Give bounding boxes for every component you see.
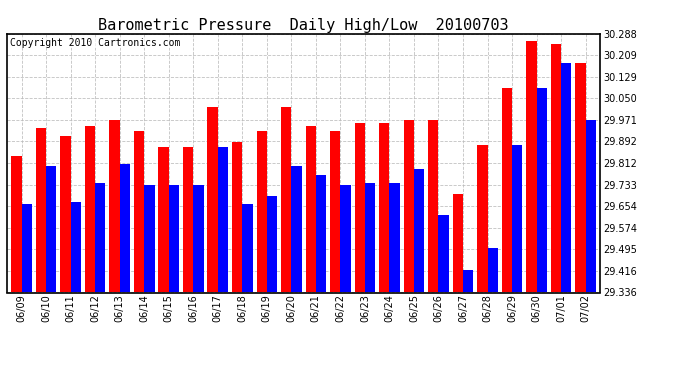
Bar (586, 120, 596, 292)
Bar (70, 202, 81, 292)
Bar (414, 169, 424, 292)
Bar (144, 185, 155, 292)
Bar (389, 183, 400, 292)
Title: Barometric Pressure  Daily High/Low  20100703: Barometric Pressure Daily High/Low 20100… (98, 18, 509, 33)
Bar (365, 183, 375, 292)
Bar (85, 126, 95, 292)
Bar (502, 88, 512, 292)
Bar (242, 204, 253, 292)
Bar (561, 63, 571, 292)
Bar (169, 185, 179, 292)
Bar (267, 196, 277, 292)
Bar (281, 106, 291, 292)
Bar (379, 123, 389, 292)
Bar (60, 136, 70, 292)
Bar (46, 166, 57, 292)
Bar (340, 185, 351, 292)
Bar (438, 215, 449, 292)
Bar (575, 63, 586, 292)
Bar (208, 106, 218, 292)
Bar (119, 164, 130, 292)
Bar (551, 44, 561, 292)
Bar (218, 147, 228, 292)
Bar (110, 120, 119, 292)
Bar (193, 185, 204, 292)
Bar (183, 147, 193, 292)
Bar (95, 183, 106, 292)
Bar (537, 88, 547, 292)
Bar (526, 41, 537, 292)
Bar (11, 156, 21, 292)
Bar (291, 166, 302, 292)
Bar (404, 120, 414, 292)
Bar (355, 123, 365, 292)
Bar (330, 131, 340, 292)
Bar (257, 131, 267, 292)
Bar (134, 131, 144, 292)
Bar (512, 145, 522, 292)
Bar (453, 194, 463, 292)
Bar (232, 142, 242, 292)
Bar (36, 128, 46, 292)
Bar (21, 204, 32, 292)
Bar (316, 174, 326, 292)
Bar (463, 270, 473, 292)
Bar (428, 120, 438, 292)
Bar (488, 248, 497, 292)
Text: Copyright 2010 Cartronics.com: Copyright 2010 Cartronics.com (10, 38, 180, 48)
Bar (306, 126, 316, 292)
Bar (159, 147, 169, 292)
Bar (477, 145, 488, 292)
